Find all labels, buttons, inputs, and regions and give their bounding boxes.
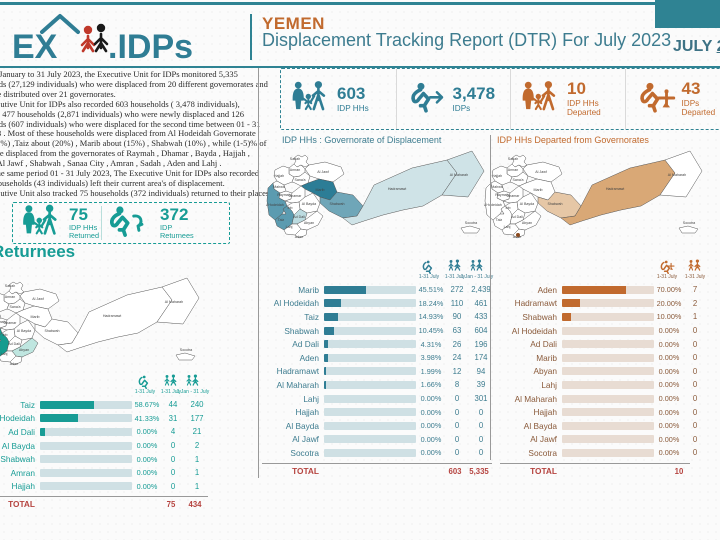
svg-text:Socotra: Socotra	[180, 348, 192, 352]
svg-text:Socotra: Socotra	[465, 221, 477, 225]
svg-text:Ibb: Ibb	[3, 333, 8, 337]
svg-text:Al Bayda: Al Bayda	[302, 202, 316, 206]
svg-text:Al Jawf: Al Jawf	[32, 297, 44, 301]
svg-text:Lahj: Lahj	[286, 225, 293, 229]
svg-text:Abyan: Abyan	[522, 221, 532, 225]
svg-text:Sadah: Sadah	[508, 157, 518, 161]
svg-text:Sadah: Sadah	[5, 284, 15, 288]
svg-text:Hajjah: Hajjah	[274, 174, 284, 178]
svg-text:Dhamar: Dhamar	[507, 194, 521, 198]
svg-text:Amran: Amran	[5, 295, 16, 299]
svg-text:Lahj: Lahj	[1, 352, 8, 356]
svg-text:Hajjah: Hajjah	[492, 174, 502, 178]
svg-text:Shabwah: Shabwah	[45, 329, 60, 333]
svg-text:Socotra: Socotra	[683, 221, 695, 225]
svg-text:Hadramawt: Hadramawt	[606, 187, 624, 191]
svg-text:Al Bayda: Al Bayda	[17, 329, 31, 333]
svg-text:Hadramawt: Hadramawt	[103, 314, 121, 318]
svg-text:Aden: Aden	[295, 235, 303, 239]
svg-text:Al Maharah: Al Maharah	[450, 173, 468, 177]
svg-text:Hadramawt: Hadramawt	[388, 187, 406, 191]
svg-text:Sadah: Sadah	[290, 157, 300, 161]
svg-text:Al Jawf: Al Jawf	[535, 170, 547, 174]
svg-text:Al Hodeidah: Al Hodeidah	[484, 203, 502, 207]
svg-text:Ad Dali: Ad Dali	[511, 215, 523, 219]
svg-text:Sana'a: Sana'a	[9, 305, 20, 309]
svg-text:Shabwah: Shabwah	[548, 202, 563, 206]
svg-text:Ibb: Ibb	[288, 206, 293, 210]
svg-text:Sana'a: Sana'a	[512, 178, 523, 182]
svg-text:.IDPs: .IDPs	[108, 28, 193, 65]
svg-text:Amran: Amran	[290, 168, 301, 172]
svg-text:Amran: Amran	[508, 168, 519, 172]
svg-text:Mahwit: Mahwit	[273, 185, 284, 189]
svg-text:Mahwit: Mahwit	[491, 185, 502, 189]
svg-text:Al Jawf: Al Jawf	[317, 170, 329, 174]
svg-text:Shabwah: Shabwah	[330, 202, 345, 206]
svg-text:Marib: Marib	[31, 315, 40, 319]
svg-text:Marib: Marib	[316, 188, 325, 192]
svg-text:Al Maharah: Al Maharah	[165, 300, 183, 304]
svg-text:Abyan: Abyan	[19, 348, 29, 352]
svg-text:Ibb: Ibb	[506, 206, 511, 210]
svg-text:Taiz: Taiz	[278, 218, 285, 222]
svg-text:Aden: Aden	[10, 362, 18, 366]
svg-text:Abyan: Abyan	[304, 221, 314, 225]
svg-text:Ad Dali: Ad Dali	[293, 215, 305, 219]
svg-text:Al Hodeidah: Al Hodeidah	[266, 203, 284, 207]
svg-text:Lahj: Lahj	[504, 225, 511, 229]
svg-text:Dhamar: Dhamar	[289, 194, 303, 198]
svg-text:EX: EX	[12, 28, 58, 65]
svg-text:Taiz: Taiz	[496, 218, 503, 222]
svg-text:Sana'a: Sana'a	[294, 178, 305, 182]
svg-text:Ad Dali: Ad Dali	[8, 342, 20, 346]
svg-text:Marib: Marib	[534, 188, 543, 192]
svg-text:Al Maharah: Al Maharah	[668, 173, 686, 177]
svg-text:Dhamar: Dhamar	[4, 321, 18, 325]
svg-text:Al Bayda: Al Bayda	[520, 202, 534, 206]
